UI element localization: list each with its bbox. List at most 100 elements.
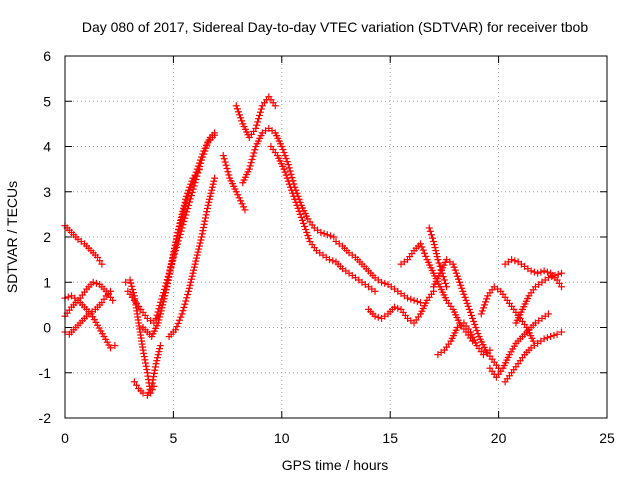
data-point-marker <box>479 304 487 312</box>
data-point-marker <box>534 269 542 277</box>
grid-lines <box>65 56 607 418</box>
data-point-marker <box>208 186 216 194</box>
data-point-marker <box>471 320 479 328</box>
data-point-marker <box>232 102 240 110</box>
data-point-marker <box>252 124 260 132</box>
data-point-marker <box>440 276 448 284</box>
data-point-marker <box>449 260 457 268</box>
data-point-marker <box>168 260 176 268</box>
y-tick-label: -1 <box>39 365 52 381</box>
data-point-marker <box>288 174 296 182</box>
data-point-marker <box>327 232 335 240</box>
data-point-marker <box>201 147 209 155</box>
data-point-marker <box>185 284 193 292</box>
data-point-marker <box>428 234 436 242</box>
data-point-marker <box>432 250 440 258</box>
data-point-marker <box>142 362 150 370</box>
data-point-marker <box>219 152 227 160</box>
data-point-marker <box>302 225 310 233</box>
data-point-marker <box>167 263 175 271</box>
data-point-marker <box>205 198 213 206</box>
data-point-marker <box>317 228 325 236</box>
data-point-marker <box>155 305 163 313</box>
data-point-marker <box>439 273 447 281</box>
data-point-marker <box>248 155 256 163</box>
data-point-marker <box>161 282 169 290</box>
data-point-marker <box>148 382 156 390</box>
data-point-marker <box>468 311 475 319</box>
data-point-marker <box>285 164 293 172</box>
data-point-marker <box>288 186 296 194</box>
data-point-marker <box>271 102 279 110</box>
data-point-marker <box>544 274 552 282</box>
y-axis-label: SDTVAR / TECUs <box>4 181 20 293</box>
y-tick-label: 2 <box>43 229 51 245</box>
data-point-marker <box>143 391 151 399</box>
data-point-marker <box>465 305 473 313</box>
data-point-marker <box>459 287 467 295</box>
data-point-marker <box>540 335 548 343</box>
data-point-marker <box>198 230 206 238</box>
data-point-marker <box>544 310 552 318</box>
data-point-marker <box>371 287 379 295</box>
data-point-marker <box>433 253 441 261</box>
data-point-marker <box>285 180 293 188</box>
data-point-marker <box>197 236 205 244</box>
data-point-marker <box>142 359 150 367</box>
data-point-marker <box>291 195 299 203</box>
data-point-marker <box>255 115 263 123</box>
data-point-marker <box>279 146 287 154</box>
data-point-marker <box>174 319 182 327</box>
data-point-marker <box>192 175 200 183</box>
data-point-marker <box>208 183 216 191</box>
data-point-marker <box>427 231 435 239</box>
data-point-marker <box>188 188 196 196</box>
data-point-marker <box>173 323 181 331</box>
data-point-marker <box>462 296 470 304</box>
data-point-marker <box>171 250 179 258</box>
data-point-marker <box>207 189 215 197</box>
data-point-marker <box>195 242 203 250</box>
data-point-marker <box>483 295 491 303</box>
chart-title: Day 080 of 2017, Sidereal Day-to-day VTE… <box>82 19 589 35</box>
data-point-marker <box>469 314 477 322</box>
data-point-marker <box>211 131 219 139</box>
data-point-marker <box>198 233 206 241</box>
data-point-marker <box>180 217 188 225</box>
data-point-marker <box>417 240 425 248</box>
data-point-marker <box>553 330 561 338</box>
data-point-marker <box>140 349 148 357</box>
data-point-marker <box>283 174 291 182</box>
data-point-marker <box>554 270 562 278</box>
track-arc-11 <box>219 152 249 214</box>
data-point-marker <box>453 272 461 280</box>
data-point-marker <box>193 254 201 262</box>
track-arc-16 <box>365 287 438 327</box>
data-point-marker <box>547 333 555 341</box>
data-point-marker <box>111 342 119 350</box>
data-point-marker <box>203 208 211 216</box>
data-point-marker <box>126 276 134 284</box>
data-point-marker <box>454 275 462 283</box>
data-point-marker <box>281 152 289 160</box>
data-point-marker <box>413 297 421 305</box>
data-point-marker <box>234 108 242 116</box>
data-point-marker <box>430 238 438 246</box>
data-point-marker <box>150 369 158 377</box>
data-point-marker <box>156 342 164 350</box>
data-point-marker <box>323 231 331 239</box>
data-point-marker <box>98 260 106 268</box>
data-point-marker <box>192 257 200 265</box>
track-arc-18 <box>425 224 451 291</box>
data-point-marker <box>194 248 202 256</box>
data-point-marker <box>185 201 193 209</box>
data-point-marker <box>163 276 171 284</box>
data-point-marker <box>139 389 147 397</box>
data-point-marker <box>224 168 232 176</box>
data-point-marker <box>186 198 194 206</box>
data-point-marker <box>470 317 478 325</box>
data-point-marker <box>425 224 433 232</box>
data-point-marker <box>241 206 249 214</box>
data-point-marker <box>139 346 147 354</box>
